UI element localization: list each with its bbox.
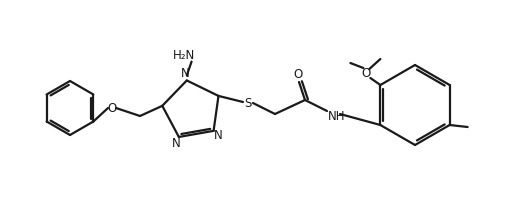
Text: O: O xyxy=(293,68,303,81)
Text: O: O xyxy=(362,67,371,80)
Text: N: N xyxy=(172,137,180,150)
Text: H₂N: H₂N xyxy=(173,49,195,62)
Text: N: N xyxy=(181,67,190,80)
Text: S: S xyxy=(244,97,252,110)
Text: NH: NH xyxy=(328,110,346,123)
Text: N: N xyxy=(214,129,223,142)
Text: O: O xyxy=(107,101,117,114)
